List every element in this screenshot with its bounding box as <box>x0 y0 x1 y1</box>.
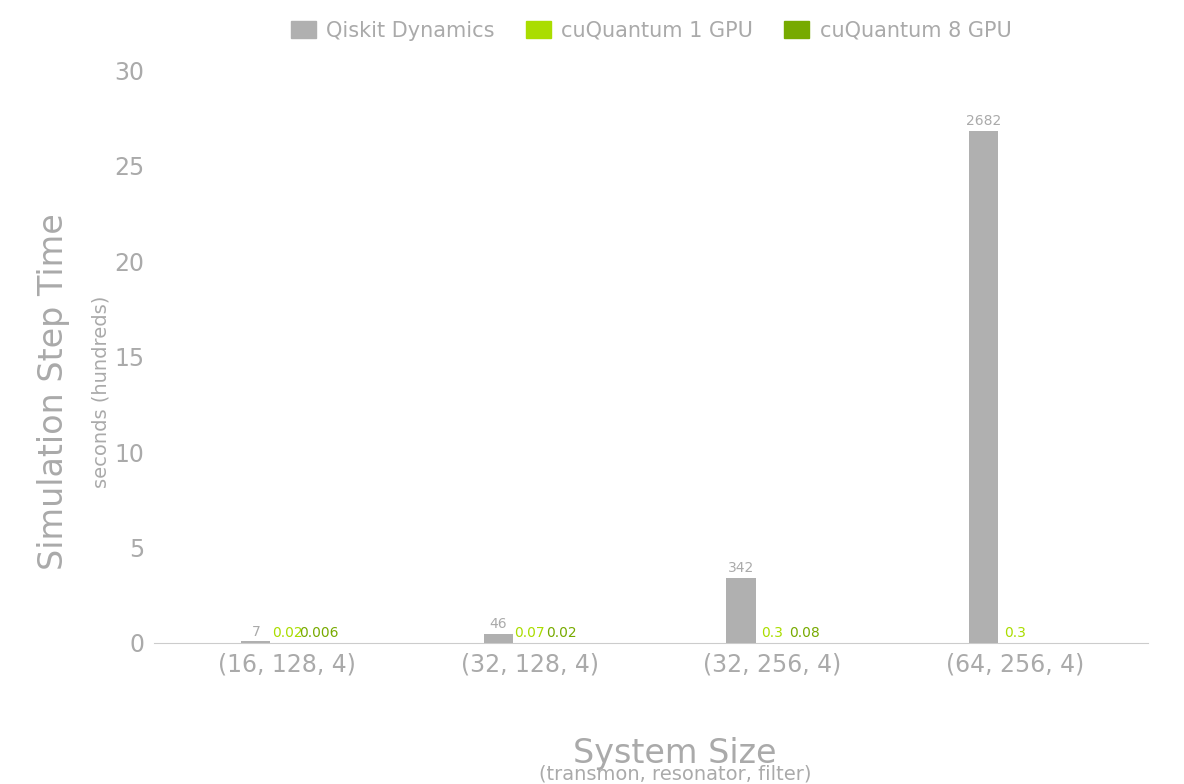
Text: 0.3: 0.3 <box>761 626 784 640</box>
Text: 46: 46 <box>489 617 507 631</box>
Text: 2682: 2682 <box>966 114 1002 129</box>
Text: System Size: System Size <box>573 737 777 770</box>
Text: 0.02: 0.02 <box>546 626 577 640</box>
Text: seconds (hundreds): seconds (hundreds) <box>91 296 110 488</box>
Legend: Qiskit Dynamics, cuQuantum 1 GPU, cuQuantum 8 GPU: Qiskit Dynamics, cuQuantum 1 GPU, cuQuan… <box>282 13 1021 49</box>
Text: 0.08: 0.08 <box>789 626 819 640</box>
Text: Simulation Step Time: Simulation Step Time <box>37 213 70 571</box>
Text: 0.3: 0.3 <box>1004 626 1027 640</box>
Text: 7: 7 <box>251 625 260 638</box>
Bar <box>969 131 998 643</box>
Text: 0.006: 0.006 <box>300 626 339 640</box>
Bar <box>727 578 755 643</box>
Text: 342: 342 <box>728 561 754 575</box>
Text: 0.02: 0.02 <box>272 626 303 640</box>
Bar <box>242 641 270 643</box>
Text: 0.07: 0.07 <box>515 626 545 640</box>
Bar <box>484 634 513 643</box>
Text: (transmon, resonator, filter): (transmon, resonator, filter) <box>539 764 811 783</box>
